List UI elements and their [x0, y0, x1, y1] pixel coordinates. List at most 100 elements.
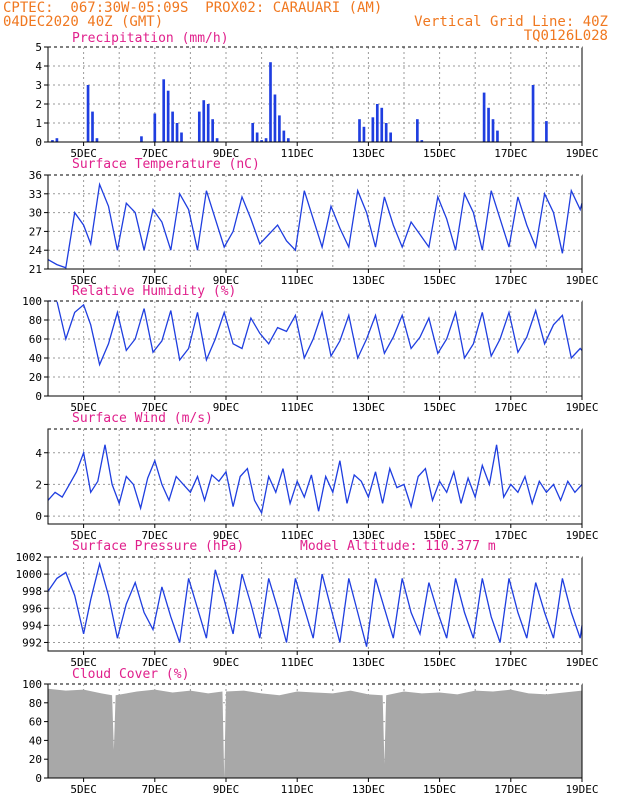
- header-grid-line: Vertical Grid Line: 40Z: [414, 14, 608, 30]
- wind-ytick-label: 4: [35, 447, 42, 460]
- pressure-ytick-label: 994: [22, 619, 42, 632]
- precip-bar: [375, 104, 379, 142]
- precip-bar: [416, 119, 419, 142]
- temp-ytick-label: 21: [29, 263, 42, 276]
- model-altitude-label: Model Altitude: 110.377 m: [300, 539, 496, 554]
- humidity-xtick-label: 9DEC: [213, 401, 240, 414]
- temp-xtick-label: 19DEC: [565, 274, 598, 287]
- cloud-xtick-label: 15DEC: [423, 783, 456, 796]
- cloud-ytick-label: 80: [29, 697, 42, 710]
- pressure-xtick-label: 13DEC: [352, 656, 385, 669]
- precip-bar: [420, 140, 424, 142]
- header-date: 04DEC2020 40Z (GMT): [3, 14, 164, 30]
- temp-xtick-label: 9DEC: [213, 274, 240, 287]
- precip-bar: [545, 121, 548, 142]
- precip-ytick-label: 4: [35, 60, 42, 73]
- cloud-xtick-label: 5DEC: [70, 783, 97, 796]
- precip-bar: [91, 111, 94, 142]
- temp-xtick-label: 13DEC: [352, 274, 385, 287]
- cloud-ytick-label: 20: [29, 753, 42, 766]
- pressure-xtick-label: 11DEC: [281, 656, 314, 669]
- temp-ytick-label: 33: [29, 188, 42, 201]
- precip-bar: [380, 107, 384, 142]
- wind-xtick-label: 13DEC: [352, 529, 385, 542]
- cloud-area: [48, 688, 582, 778]
- pressure-xtick-label: 17DEC: [494, 656, 527, 669]
- pressure-ytick-label: 996: [22, 602, 42, 615]
- pressure-xtick-label: 7DEC: [142, 656, 169, 669]
- precip-bar: [166, 90, 170, 142]
- pressure-ytick-label: 1000: [16, 568, 43, 581]
- precip-bar: [531, 85, 535, 142]
- wind-xtick-label: 7DEC: [142, 529, 169, 542]
- precip-bar: [251, 123, 255, 142]
- cloud-xtick-label: 9DEC: [213, 783, 240, 796]
- humidity-ytick-label: 100: [22, 295, 42, 308]
- precip-bar: [496, 130, 499, 142]
- precip-bar: [269, 62, 272, 143]
- precip-panel: 0 1 2 3 4 5 5DEC 7DEC 9DEC 11DEC 13DEC 15DEC 17DEC 19…: [35, 31, 598, 160]
- wind-xtick-label: 19DEC: [565, 529, 598, 542]
- precip-bar: [175, 123, 179, 142]
- humidity-xtick-label: 7DEC: [142, 401, 169, 414]
- pressure-frame: [47, 556, 583, 652]
- precip-bar: [384, 123, 388, 142]
- precip-title: Precipitation (mm/h): [72, 31, 229, 46]
- temp-ytick-label: 27: [29, 225, 42, 238]
- pressure-ytick-label: 992: [22, 636, 42, 649]
- cloud-title: Cloud Cover (%): [72, 667, 189, 682]
- precip-bar: [197, 111, 201, 142]
- humidity-ytick-label: 60: [29, 333, 42, 346]
- wind-ytick-label: 0: [35, 510, 42, 523]
- pressure-xtick-label: 5DEC: [70, 656, 97, 669]
- cloud-xtick-label: 17DEC: [494, 783, 527, 796]
- precip-frame: [47, 46, 583, 143]
- precip-bar: [51, 140, 54, 142]
- pressure-ytick-label: 1002: [16, 551, 43, 564]
- cloud-xtick-label: 11DEC: [281, 783, 314, 796]
- humidity-ytick-label: 0: [35, 390, 42, 403]
- precip-bar: [153, 113, 157, 142]
- precip-xtick-label: 9DEC: [213, 147, 240, 160]
- precip-xtick-label: 17DEC: [494, 147, 527, 160]
- cloud-ytick-label: 0: [35, 772, 42, 785]
- humidity-xtick-label: 15DEC: [423, 401, 456, 414]
- cloud-ytick-label: 100: [22, 678, 42, 691]
- precip-xtick-label: 13DEC: [352, 147, 385, 160]
- wind-panel: 0 2 4 5DEC 7DEC 9DEC 11DEC 13DEC 15DEC 17DEC 19DEC…: [35, 411, 598, 542]
- precip-bar: [215, 138, 219, 142]
- wind-xtick-label: 15DEC: [423, 529, 456, 542]
- wind-title: Surface Wind (m/s): [72, 411, 213, 426]
- cloud-ytick-label: 60: [29, 716, 42, 729]
- wind-xtick-label: 11DEC: [281, 529, 314, 542]
- humidity-ytick-label: 20: [29, 371, 42, 384]
- humidity-ytick-label: 40: [29, 352, 42, 365]
- precip-bar: [358, 119, 361, 142]
- temp-xtick-label: 17DEC: [494, 274, 527, 287]
- temp-ytick-label: 24: [29, 244, 43, 257]
- precip-bar: [482, 92, 486, 142]
- precip-bar: [491, 119, 495, 142]
- precip-ytick-label: 5: [35, 41, 42, 54]
- precip-xtick-label: 15DEC: [423, 147, 456, 160]
- header-station: CPTEC: 067:30W-05:09S PROX02: CARAUARI (…: [3, 0, 383, 16]
- temp-frame: [47, 174, 583, 270]
- temp-xtick-label: 5DEC: [70, 274, 97, 287]
- precip-bar: [55, 138, 59, 142]
- precip-bar: [171, 111, 174, 142]
- temp-line: [47, 181, 583, 269]
- wind-xtick-label: 17DEC: [494, 529, 527, 542]
- pressure-panel: 992 994 996 998 1000 1002 5DEC 7DEC 9DEC 11DEC 13D…: [16, 539, 599, 669]
- cloud-xtick-label: 7DEC: [142, 783, 169, 796]
- wind-ytick-label: 2: [35, 478, 42, 491]
- wind-frame: [47, 428, 583, 525]
- precip-bar: [282, 130, 286, 142]
- precip-bar: [180, 132, 183, 142]
- precip-bar: [273, 94, 277, 142]
- wind-xtick-label: 9DEC: [213, 529, 240, 542]
- temp-ytick-label: 36: [29, 169, 42, 182]
- wind-line: [47, 444, 583, 515]
- temp-ytick-label: 30: [29, 207, 42, 220]
- cloud-xtick-label: 19DEC: [565, 783, 598, 796]
